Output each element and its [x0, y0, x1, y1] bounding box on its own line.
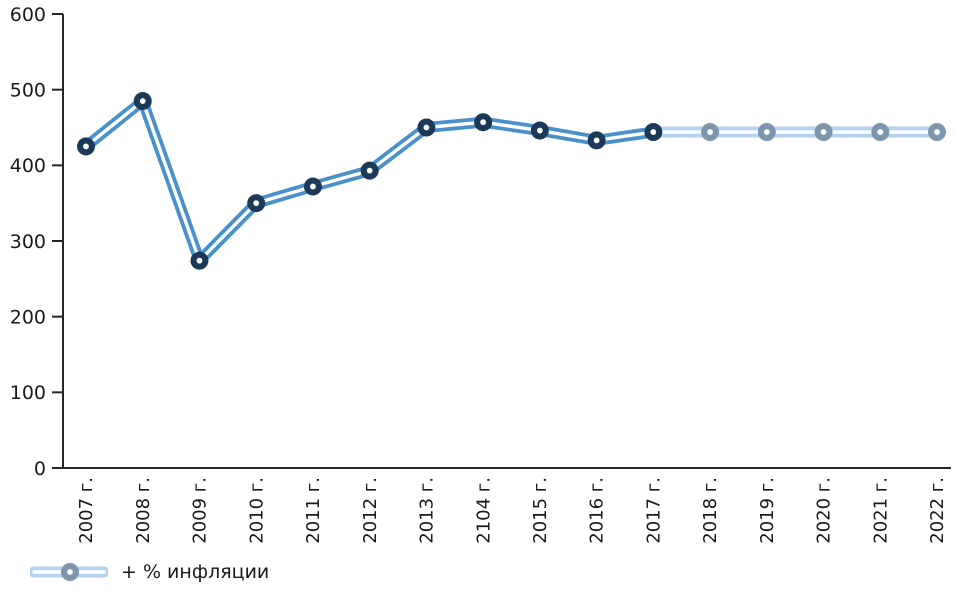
svg-text:2016 г.: 2016 г. — [587, 477, 608, 544]
svg-text:2015 г.: 2015 г. — [530, 477, 551, 544]
svg-text:500: 500 — [10, 80, 46, 102]
data-point-marker-2012 г. — [360, 161, 379, 180]
data-point-marker-2011 г. — [303, 177, 322, 196]
svg-text:2007 г.: 2007 г. — [76, 477, 97, 544]
data-point-marker-2015 г. — [530, 121, 549, 140]
data-point-marker-2010 г. — [247, 194, 266, 213]
svg-text:2008 г.: 2008 г. — [133, 477, 154, 544]
svg-text:2020 г.: 2020 г. — [814, 477, 835, 544]
legend: + % инфляции — [30, 558, 269, 586]
svg-text:2013 г.: 2013 г. — [417, 477, 438, 544]
svg-text:2022 г.: 2022 г. — [927, 477, 948, 544]
svg-text:2104 г.: 2104 г. — [473, 477, 494, 544]
svg-text:2018 г.: 2018 г. — [700, 477, 721, 544]
data-point-marker-2020 г. — [814, 123, 833, 142]
data-point-marker-2016 г. — [587, 131, 606, 150]
svg-text:400: 400 — [10, 155, 46, 177]
svg-text:0: 0 — [34, 458, 46, 480]
svg-text:600: 600 — [10, 4, 46, 26]
legend-label: + % инфляции — [121, 561, 270, 583]
data-point-marker-2008 г. — [133, 92, 152, 111]
svg-text:2009 г.: 2009 г. — [190, 477, 211, 544]
data-point-marker-2019 г. — [757, 123, 776, 142]
data-point-marker-2021 г. — [871, 123, 890, 142]
svg-text:200: 200 — [10, 307, 46, 329]
data-point-marker-2104 г. — [474, 113, 493, 132]
svg-text:300: 300 — [10, 231, 46, 253]
svg-text:2010 г.: 2010 г. — [246, 477, 267, 544]
svg-text:2017 г.: 2017 г. — [643, 477, 664, 544]
data-point-marker-2007 г. — [77, 137, 95, 156]
data-point-marker-2013 г. — [417, 118, 436, 137]
svg-text:2012 г.: 2012 г. — [360, 477, 381, 544]
svg-text:2019 г.: 2019 г. — [757, 477, 778, 544]
data-point-marker-2017 г. — [644, 123, 663, 142]
legend-line-marker-icon — [30, 563, 108, 581]
svg-text:2021 г.: 2021 г. — [870, 477, 891, 544]
data-point-marker-2022 г. — [928, 123, 946, 142]
svg-text:100: 100 — [10, 382, 46, 404]
data-point-marker-2018 г. — [701, 123, 720, 142]
chart-canvas: 0 100 200 300 400 500 600 2007 г. 2008 г. 2009 г.… — [10, 4, 951, 544]
svg-text:2011 г.: 2011 г. — [303, 477, 324, 544]
data-point-marker-2009 г. — [190, 251, 209, 270]
